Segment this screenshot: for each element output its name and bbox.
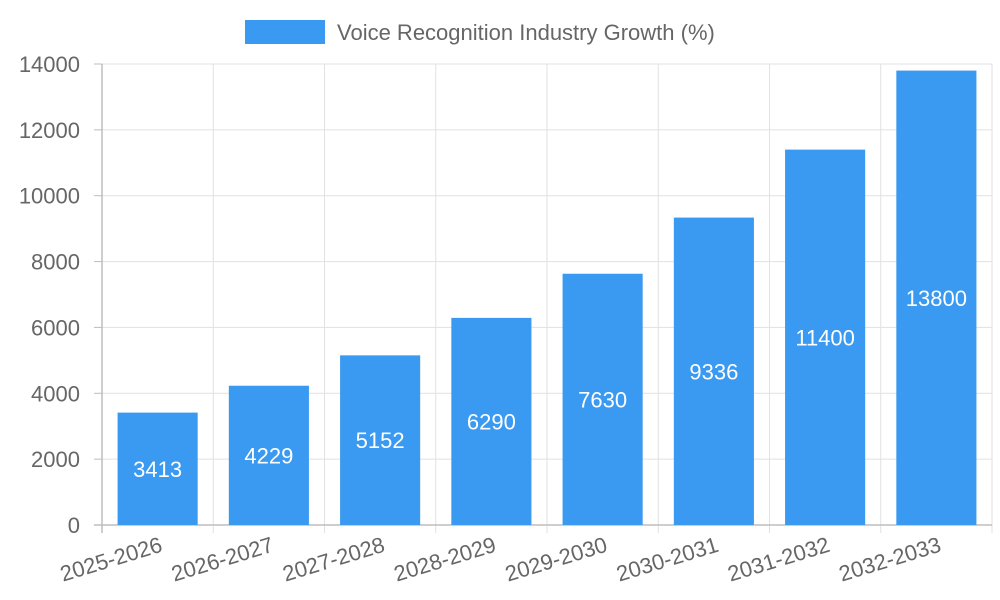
bar (785, 149, 866, 525)
legend[interactable]: Voice Recognition Industry Growth (%) (245, 20, 715, 45)
x-tick-label: 2028-2029 (391, 532, 499, 587)
x-tick-label: 2032-2033 (836, 532, 944, 587)
x-tick-label: 2030-2031 (613, 532, 721, 587)
x-tick-label: 2031-2032 (725, 532, 833, 587)
bar (673, 217, 754, 525)
bar-value-label: 5152 (356, 428, 405, 453)
x-tick-label: 2027-2028 (280, 532, 388, 587)
legend-swatch (245, 20, 325, 44)
bar (228, 385, 309, 525)
y-tick-label: 12000 (19, 118, 80, 143)
y-tick-label: 14000 (19, 52, 80, 77)
bar-value-label: 11400 (795, 325, 855, 350)
bar-value-label: 7630 (578, 387, 627, 412)
bar-value-label: 13800 (906, 286, 967, 311)
bar-value-label: 9336 (689, 359, 738, 384)
bar (117, 412, 198, 525)
bar (896, 70, 977, 525)
bar-value-label: 3413 (133, 457, 182, 482)
legend-label: Voice Recognition Industry Growth (%) (337, 20, 715, 45)
y-tick-label: 4000 (31, 381, 80, 406)
y-tick-label: 0 (68, 513, 80, 538)
bar (451, 317, 532, 525)
y-tick-label: 8000 (31, 250, 80, 275)
y-tick-label: 2000 (31, 447, 80, 472)
bar (340, 355, 421, 525)
y-tick-label: 10000 (19, 184, 80, 209)
bar (562, 273, 643, 525)
bar-value-label: 4229 (244, 443, 293, 468)
x-tick-label: 2029-2030 (502, 532, 610, 587)
x-tick-label: 2026-2027 (168, 532, 276, 587)
y-tick-label: 6000 (31, 315, 80, 340)
bar-value-label: 6290 (467, 409, 516, 434)
x-tick-label: 2025-2026 (57, 532, 165, 587)
